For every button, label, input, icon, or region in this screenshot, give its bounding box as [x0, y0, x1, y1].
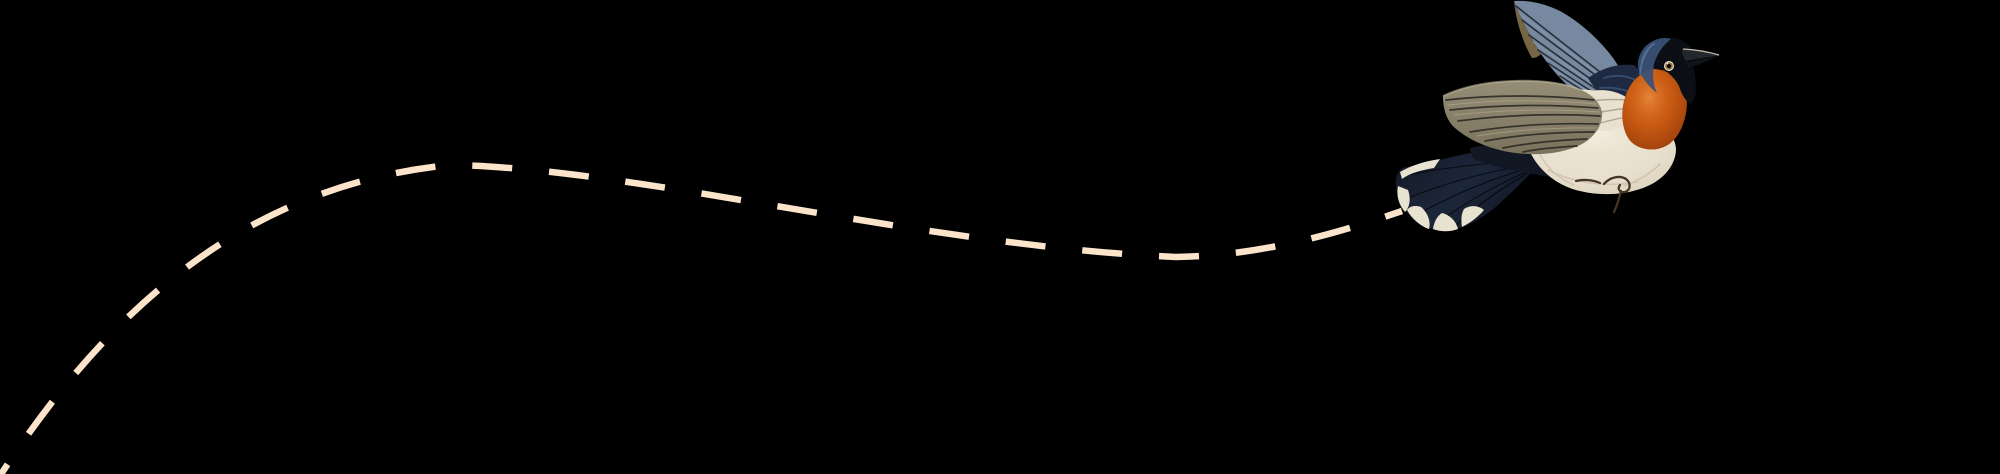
- claw-spiral: [1602, 175, 1631, 194]
- bird-illustration: [1395, 0, 1720, 232]
- chest-shading: [1622, 66, 1687, 150]
- near-wing-tone: [1443, 80, 1603, 155]
- near-wing-top-highlight: [1442, 79, 1582, 97]
- bird-claw: [1574, 175, 1631, 214]
- flight-path-dashed-line: [0, 161, 1404, 474]
- crown-sheen-streaks: [1639, 43, 1655, 75]
- beak-lower: [1686, 56, 1718, 68]
- bird-near-wing: [1442, 79, 1603, 155]
- near-wing-highlight-streaks: [1447, 100, 1600, 137]
- far-wing-leading-edge: [1514, 1, 1541, 58]
- tail-white-tips: [1397, 159, 1484, 232]
- claw-leg-line: [1574, 178, 1602, 185]
- eye-pupil: [1666, 63, 1672, 69]
- beak-ridge-highlight: [1682, 48, 1720, 56]
- bird-beak: [1682, 48, 1720, 68]
- eye-glint: [1666, 62, 1669, 65]
- bird-eye: [1662, 59, 1676, 73]
- beak-gape-line: [1686, 55, 1718, 63]
- near-wing-streaks: [1445, 95, 1601, 153]
- bird-chest: [1622, 66, 1687, 150]
- beak-upper: [1682, 48, 1720, 61]
- claw-toe: [1612, 189, 1623, 214]
